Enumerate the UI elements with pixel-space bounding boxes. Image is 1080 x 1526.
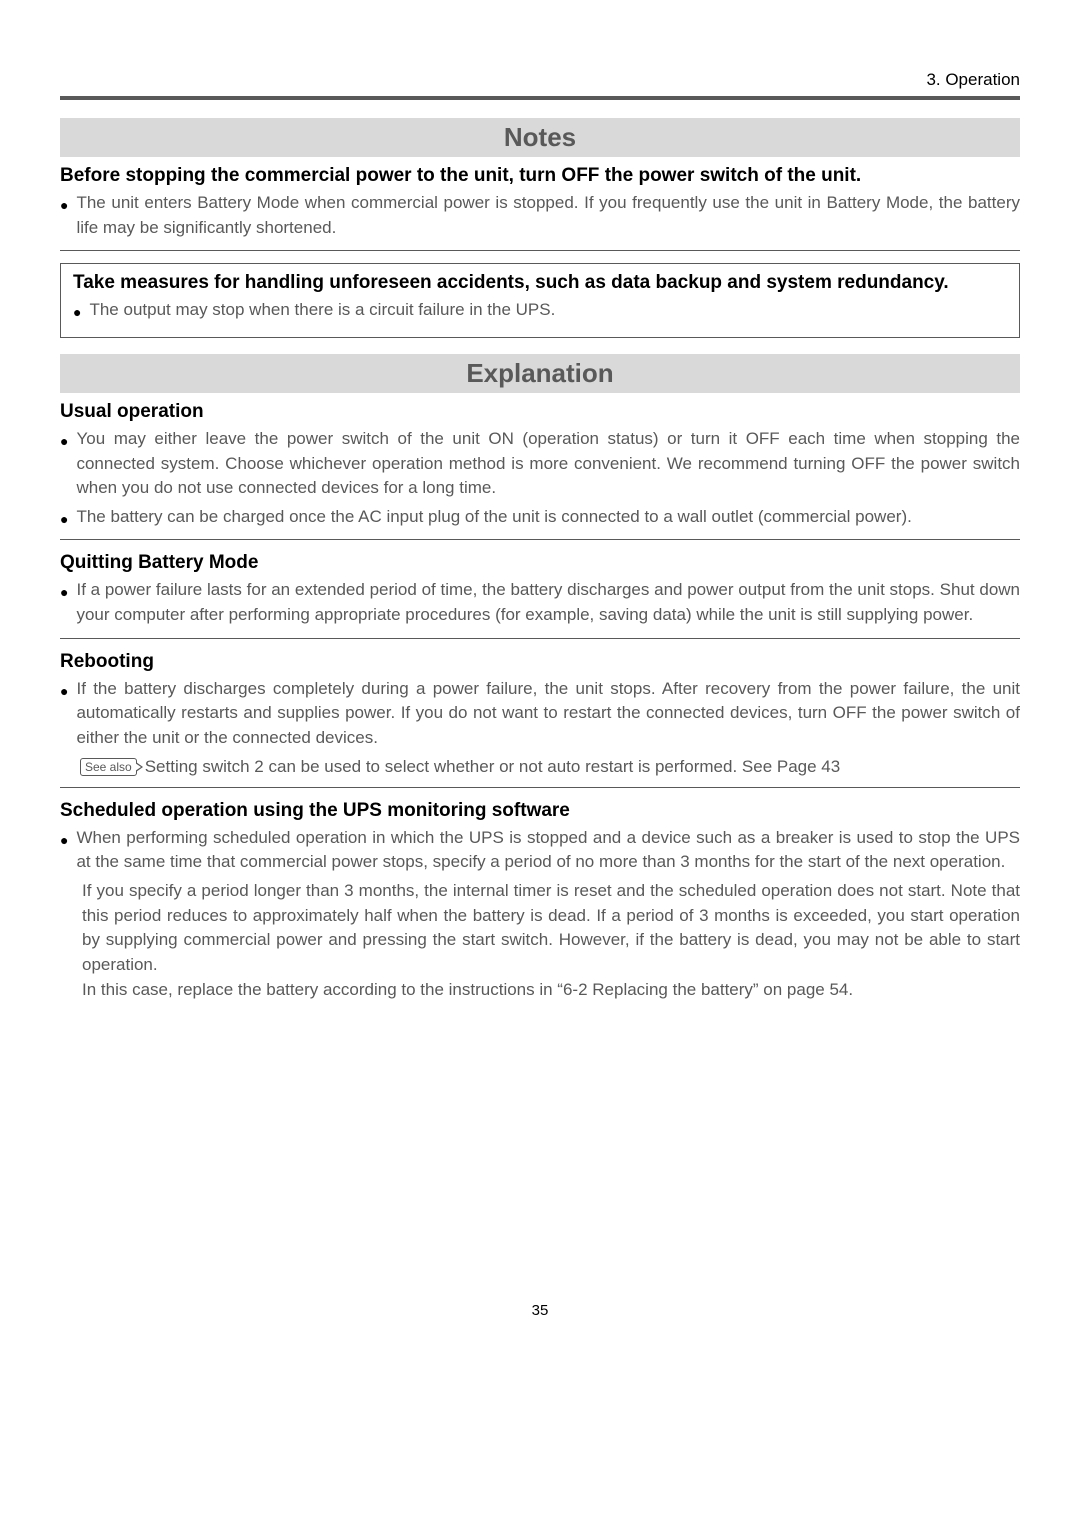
- scheduled-para-3: In this case, replace the battery accord…: [82, 978, 1020, 1003]
- measures-box: Take measures for handling unforeseen ac…: [60, 263, 1020, 338]
- see-also-row: See also Setting switch 2 can be used to…: [80, 757, 1020, 777]
- quitting-bullet-1: ● If a power failure lasts for an extend…: [60, 578, 1020, 627]
- bullet-text: The unit enters Battery Mode when commer…: [76, 191, 1020, 240]
- bullet-text: When performing scheduled operation in w…: [76, 826, 1020, 875]
- scheduled-para-2: If you specify a period longer than 3 mo…: [82, 879, 1020, 978]
- bullet-icon: ●: [60, 582, 68, 602]
- bullet-text: If the battery discharges completely dur…: [76, 677, 1020, 751]
- divider: [60, 250, 1020, 251]
- measures-title: Take measures for handling unforeseen ac…: [73, 272, 1007, 294]
- rebooting-title: Rebooting: [60, 651, 1020, 673]
- rebooting-bullet-1: ● If the battery discharges completely d…: [60, 677, 1020, 751]
- bullet-icon: ●: [60, 509, 68, 529]
- bullet-icon: ●: [60, 195, 68, 215]
- before-stop-title: Before stopping the commercial power to …: [60, 165, 1020, 187]
- bullet-text: If a power failure lasts for an extended…: [76, 578, 1020, 627]
- measures-bullet: ● The output may stop when there is a ci…: [73, 298, 1007, 323]
- divider: [60, 539, 1020, 540]
- scheduled-bullet-1: ● When performing scheduled operation in…: [60, 826, 1020, 875]
- bullet-icon: ●: [60, 830, 68, 850]
- bullet-text: You may either leave the power switch of…: [76, 427, 1020, 501]
- page-number: 35: [60, 1302, 1020, 1319]
- bullet-text: The battery can be charged once the AC i…: [76, 505, 911, 530]
- bullet-icon: ●: [60, 431, 68, 451]
- see-also-text: Setting switch 2 can be used to select w…: [145, 757, 841, 777]
- see-also-badge: See also: [80, 758, 137, 776]
- scheduled-title: Scheduled operation using the UPS monito…: [60, 800, 1020, 822]
- bullet-icon: ●: [60, 681, 68, 701]
- chapter-rule: [60, 96, 1020, 100]
- divider: [60, 787, 1020, 788]
- usual-bullet-2: ● The battery can be charged once the AC…: [60, 505, 1020, 530]
- bullet-icon: ●: [73, 302, 81, 322]
- usual-bullet-1: ● You may either leave the power switch …: [60, 427, 1020, 501]
- explanation-header: Explanation: [60, 354, 1020, 393]
- divider: [60, 638, 1020, 639]
- quitting-title: Quitting Battery Mode: [60, 552, 1020, 574]
- chapter-label: 3. Operation: [60, 70, 1020, 90]
- usual-title: Usual operation: [60, 401, 1020, 423]
- before-stop-bullet: ● The unit enters Battery Mode when comm…: [60, 191, 1020, 240]
- notes-header: Notes: [60, 118, 1020, 157]
- bullet-text: The output may stop when there is a circ…: [89, 298, 555, 323]
